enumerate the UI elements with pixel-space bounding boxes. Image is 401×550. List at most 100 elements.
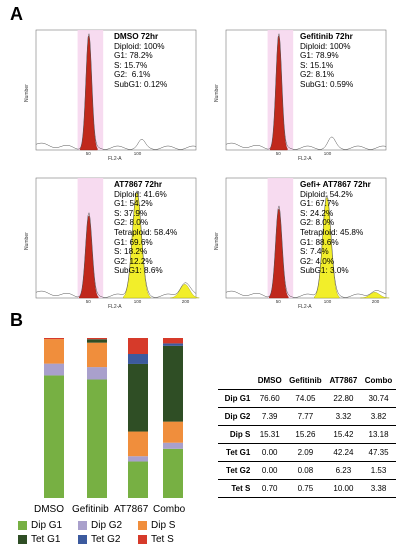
histogram-at7867: FL2-A Number 50 100 200 — [22, 170, 207, 320]
table-row: Dip G1 76.60 74.05 22.80 30.74 — [218, 389, 396, 408]
table-row: Tet G2 0.00 0.08 6.23 1.53 — [218, 461, 396, 480]
category-label: Gefitinib — [72, 504, 109, 515]
legend-item: Tet G2 — [78, 534, 120, 545]
table-cell: 76.60 — [254, 389, 286, 408]
table-cell: 1.53 — [361, 461, 396, 480]
stats-line: Diploid: 54.2% — [300, 189, 353, 199]
bar-at7867-dip-g1 — [128, 461, 148, 498]
row-label: Dip G2 — [218, 407, 255, 426]
tet-g2-peak-fill — [360, 292, 390, 299]
legend-label: Tet G2 — [91, 534, 121, 545]
x-tick-label: 100 — [133, 151, 142, 156]
histogram-plot — [35, 29, 197, 151]
stats-line: G2: 4.0% — [300, 256, 335, 266]
histogram-combo: FL2-A Number 50 100 200 — [212, 170, 397, 320]
histogram-outline — [225, 33, 387, 150]
bar-dmso-dip-g2 — [44, 363, 64, 376]
stats-line: G1: 54.2% — [114, 199, 153, 209]
legend-swatch — [18, 521, 27, 530]
stats-line: Diploid: 41.6% — [114, 189, 167, 199]
stats-line: SubG1: 0.59% — [300, 79, 354, 89]
panel-label-a: A — [10, 4, 23, 24]
stats-line: G2: 12.2% — [114, 256, 153, 266]
table-cell: 15.42 — [325, 425, 362, 444]
table-header: Combo — [361, 372, 396, 390]
table-cell: 74.05 — [285, 389, 326, 408]
table-cell: 3.32 — [325, 407, 362, 426]
stats-line: G2: 8.0% — [114, 218, 149, 228]
stats-line: SubG1: 3.0% — [300, 266, 349, 276]
plot-frame — [225, 177, 387, 299]
x-tick-label: 100 — [323, 151, 332, 156]
table-cell: 13.18 — [361, 425, 396, 444]
histogram-plot — [225, 177, 390, 299]
x-axis-title: FL2-A — [108, 304, 122, 310]
row-label: Tet G2 — [218, 461, 255, 480]
row-label: Dip S — [218, 425, 255, 444]
legend-label: Tet S — [151, 534, 174, 545]
bar-combo-tet-s — [163, 338, 183, 344]
plot-frame — [225, 29, 387, 151]
bar-combo-dip-s — [163, 421, 183, 443]
table-cell: 6.23 — [325, 461, 362, 480]
histogram-outline — [35, 190, 197, 298]
x-axis-title: FL2-A — [298, 156, 312, 162]
table-cell: 42.24 — [325, 443, 362, 462]
x-tick-label: 50 — [85, 151, 91, 156]
plot-frame — [35, 29, 197, 151]
table-header: Gefitinib — [285, 372, 326, 390]
bar-dmso-dip-g1 — [44, 375, 64, 498]
bar-gefitinib-dip-g2 — [87, 367, 107, 380]
stats-title: Gefitinib 72hr — [300, 32, 353, 41]
x-axis-title: FL2-A — [108, 156, 122, 162]
table-cell: 15.26 — [285, 425, 326, 444]
table-header: DMSO — [254, 372, 286, 390]
row-label: Tet G1 — [218, 443, 255, 462]
legend-label: Dip G2 — [91, 520, 123, 531]
legend-item: Dip S — [138, 520, 175, 531]
category-label: DMSO — [34, 504, 64, 515]
table-cell: 0.00 — [254, 443, 286, 462]
bar-gefitinib-tet-g1 — [87, 339, 107, 343]
table-cell: 10.00 — [325, 479, 362, 498]
stats-line: G1: 69.6% — [114, 237, 153, 247]
bar-combo-tet-g2 — [163, 343, 183, 346]
stats-line: Tetraploid: 45.8% — [300, 227, 364, 237]
stats-line: S: 37.9% — [114, 208, 148, 218]
x-tick-label: 50 — [85, 299, 91, 304]
table-cell: 15.31 — [254, 425, 286, 444]
legend-label: Dip G1 — [31, 520, 63, 531]
table-row: Dip G2 7.39 7.77 3.32 3.82 — [218, 407, 396, 426]
legend-item: Tet G1 — [18, 534, 60, 545]
category-label: Combo — [153, 504, 186, 515]
legend-item: Dip G1 — [18, 520, 62, 531]
bar-combo-dip-g1 — [163, 448, 183, 498]
x-axis-title: FL2-A — [298, 304, 312, 310]
bar-combo-dip-g2 — [163, 442, 183, 449]
table-cell: 2.09 — [285, 443, 326, 462]
table-cell: 22.80 — [325, 389, 362, 408]
stats-line: G2: 6.1% — [114, 70, 151, 80]
bar-at7867-tet-s — [128, 338, 148, 354]
histogram-plot — [225, 29, 387, 151]
stats-title: DMSO 72hr — [114, 32, 159, 41]
bar-at7867-dip-s — [128, 431, 148, 457]
legend-swatch — [138, 521, 147, 530]
stats-line: S: 7.4% — [300, 247, 329, 257]
stats-line: S: 18.2% — [114, 247, 148, 257]
bar-at7867-tet-g1 — [128, 363, 148, 432]
table-corner — [218, 372, 255, 390]
bar-gefitinib-tet-s — [87, 338, 107, 340]
legend-swatch — [18, 535, 27, 544]
table-cell: 0.00 — [254, 461, 286, 480]
bar-at7867-tet-g2 — [128, 353, 148, 364]
histogram-outline — [35, 33, 197, 150]
histogram-dmso: FL2-A Number 50 100 — [22, 22, 207, 172]
table-row: Tet S 0.70 0.75 10.00 3.38 — [218, 479, 396, 498]
bar-gefitinib-dip-s — [87, 342, 107, 368]
stats-line: G1: 67.7% — [300, 199, 339, 209]
stats-line: Diploid: 100% — [114, 41, 165, 51]
summary-table: DMSO Gefitinib AT7867 Combo Dip G1 76.60 74.0… — [218, 372, 396, 498]
stats-line: S: 24.2% — [300, 208, 334, 218]
